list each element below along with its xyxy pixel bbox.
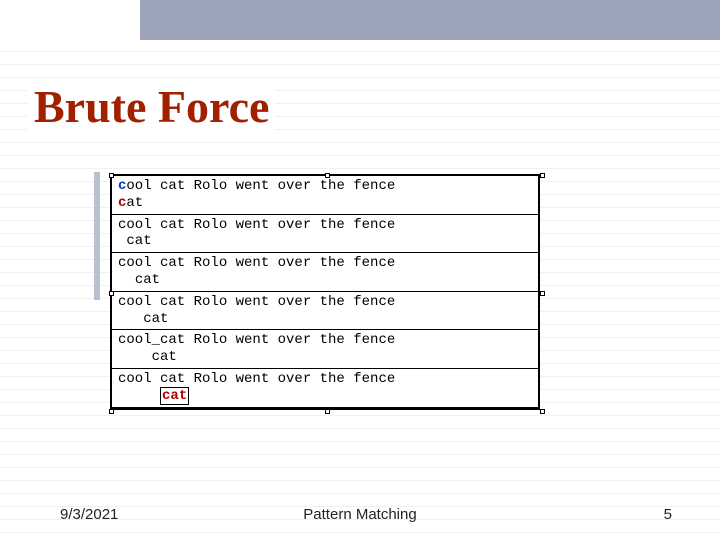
table-row: cool_cat Rolo went over the fence cat (112, 330, 538, 369)
footer-page-number: 5 (664, 506, 672, 523)
top-bar-left (0, 0, 140, 40)
slide: Brute Force cool cat Rolo went over the … (0, 0, 720, 540)
row-pattern: cat (118, 311, 532, 328)
selection-handle (109, 173, 114, 178)
selection-handle (540, 173, 545, 178)
table-row: cool cat Rolo went over the fencecat (112, 176, 538, 215)
footer-title: Pattern Matching (0, 506, 720, 523)
top-bar-right (140, 0, 720, 40)
selection-handle (109, 409, 114, 414)
selection-handle (325, 173, 330, 178)
selection-handle (325, 409, 330, 414)
slide-title: Brute Force (28, 80, 275, 133)
top-bar (0, 0, 720, 40)
selection-handle (109, 291, 114, 296)
row-text: cool cat Rolo went over the fence (118, 294, 532, 311)
footer: 9/3/2021 Pattern Matching 5 (0, 500, 720, 528)
table-row: cool cat Rolo went over the fence cat (112, 215, 538, 254)
table-row: cool cat Rolo went over the fence cat (112, 369, 538, 408)
row-text: cool cat Rolo went over the fence (118, 178, 532, 195)
row-text: cool cat Rolo went over the fence (118, 255, 532, 272)
row-pattern: cat (118, 233, 532, 250)
table-row: cool cat Rolo went over the fence cat (112, 253, 538, 292)
row-text: cool_cat Rolo went over the fence (118, 332, 532, 349)
brute-force-table: cool cat Rolo went over the fencecatcool… (110, 174, 540, 410)
selection-handle (540, 291, 545, 296)
vertical-accent-bar (94, 172, 100, 300)
row-text: cool cat Rolo went over the fence (118, 217, 532, 234)
row-pattern: cat (118, 349, 532, 366)
row-pattern: cat (118, 388, 532, 405)
table-row: cool cat Rolo went over the fence cat (112, 292, 538, 331)
row-pattern: cat (118, 272, 532, 289)
row-text: cool cat Rolo went over the fence (118, 371, 532, 388)
selection-handle (540, 409, 545, 414)
row-pattern: cat (118, 195, 532, 212)
